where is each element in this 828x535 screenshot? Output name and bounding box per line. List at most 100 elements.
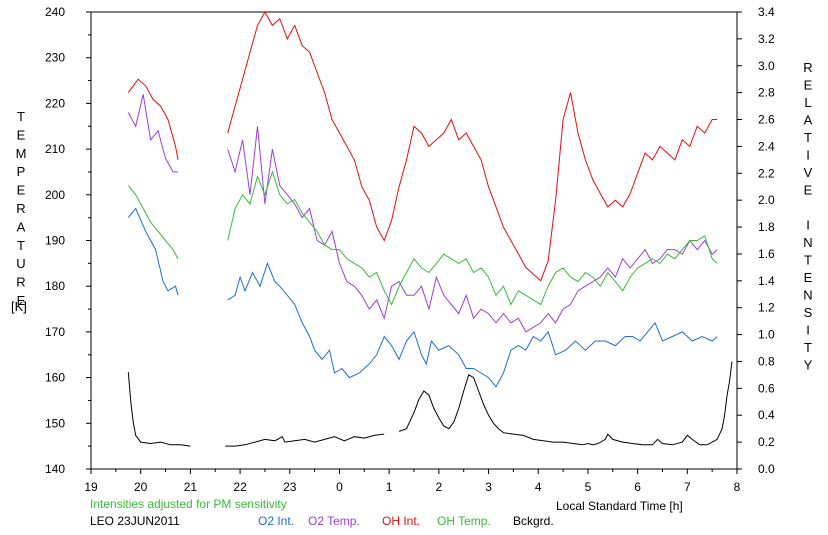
axis-label-letter: S [804,305,813,320]
y-left-tick-label: 170 [45,325,65,339]
x-axis: 19 20 21 22 23 0 1 2 3 4 5 6 7 8 [84,469,741,494]
axis-label-letter: E [804,183,813,198]
axis-label-letter: M [16,146,27,161]
series-line [227,126,718,333]
series-o2-temp [127,94,718,333]
axis-label-letter: N [803,288,812,303]
legend-entry: OH Int. [382,514,420,528]
y-right-tick-label: 0.0 [758,462,775,476]
y-axis-left: 140 150 160 170 180 190 200 210 220 230 240 [45,5,91,476]
axis-label-letter: E [804,78,813,93]
legend-entry: O2 Temp. [308,514,360,528]
series-line [127,78,179,160]
plot-border [90,11,738,470]
y-right-tick-label: 1.4 [758,274,775,288]
series-oh-temp [127,170,718,306]
axis-label-letter: I [806,218,810,233]
x-tick-label: 22 [233,480,247,494]
series-line [127,207,179,296]
legend: O2 Int. O2 Temp. OH Int. OH Temp. Bckgrd. [258,514,554,528]
axis-label-letter: E [17,183,26,198]
y-left-tick-label: 150 [45,416,65,430]
y-right-tick-label: 2.2 [758,166,775,180]
adjustment-note: Intensities adjusted for PM sensitivity [90,497,287,511]
y-right-tick-label: 0.2 [758,435,775,449]
y-right-tick-label: 2.6 [758,113,775,127]
y-right-tick-label: 2.4 [758,139,775,153]
axis-label-letter: P [17,164,26,179]
axis-label-letter: I [806,148,810,163]
y-right-tick-label: 3.4 [758,5,775,19]
series-line [225,433,385,447]
y-right-tick-label: 1.8 [758,220,775,234]
x-tick-label: 7 [684,480,691,494]
axis-label-letter: R [803,60,812,75]
legend-entry: Bckgrd. [513,514,554,528]
y-left-tick-label: 180 [45,279,65,293]
y-right-tick-label: 2.8 [758,86,775,100]
y-left-tick-label: 210 [45,142,65,156]
x-tick-label: 1 [386,480,393,494]
y-left-tick-label: 140 [45,462,65,476]
series-line [127,94,178,173]
y-left-tick-label: 200 [45,188,65,202]
series-line [127,185,179,260]
x-tick-label: 8 [734,480,741,494]
legend-entry: OH Temp. [437,514,491,528]
station-label: LEO 23JUN2011 [90,514,180,528]
x-tick-label: 4 [535,480,542,494]
legend-entry: O2 Int. [258,514,294,528]
plot-frame [90,11,738,470]
axis-label-letter: U [16,256,25,271]
axis-label-letter: R [16,201,25,216]
axis-label-letter: E [17,127,26,142]
axis-label-letter: E [17,293,26,308]
y-left-tick-label: 230 [45,51,65,65]
series-line [227,261,718,388]
y-left-tick-label: 240 [45,5,65,19]
axis-label-letter: I [806,323,810,338]
axis-label-letter: E [804,270,813,285]
axis-label-letter: V [804,165,813,180]
axis-label-letter: A [17,219,26,234]
axis-label-letter: T [17,238,25,253]
y-left-tick-label: 160 [45,371,65,385]
y-axis-right: 0.0 0.2 0.4 0.6 0.8 1.0 1.2 1.4 1.6 1.8 2.0 2.2 2.4 2… [737,5,775,476]
x-tick-label: 6 [634,480,641,494]
y-right-tick-label: 1.0 [758,328,775,342]
y-right-tick-label: 0.6 [758,381,775,395]
axis-label-letter: R [16,275,25,290]
y-left-tick-label: 190 [45,234,65,248]
axis-label-letter: T [804,130,812,145]
axis-label-letter: Y [804,358,813,373]
axis-label-letter: N [803,235,812,250]
series-line [227,170,718,306]
y-right-tick-label: 3.0 [758,59,775,73]
x-tick-label: 2 [436,480,443,494]
series-oh-int [127,10,718,282]
x-tick-label: 21 [184,480,198,494]
y-left-tick-label: 220 [45,96,65,110]
series-line [127,372,191,447]
x-tick-label: 19 [84,480,98,494]
series-o2-int [127,207,718,388]
y-right-tick-label: 0.4 [758,408,775,422]
y-right-tick-label: 2.0 [758,193,775,207]
series-line [398,361,733,446]
y-right-tick-label: 0.8 [758,354,775,368]
x-tick-label: 3 [485,480,492,494]
x-tick-label: 20 [134,480,148,494]
x-tick-label: 0 [336,480,343,494]
y-right-tick-label: 1.2 [758,301,775,315]
axis-label-letter: A [804,113,813,128]
series-line [227,10,718,282]
x-tick-label: 23 [283,480,297,494]
axis-label-letter: T [17,109,25,124]
y-axis-left-unit: [K] [11,299,27,314]
x-tick-label: 5 [585,480,592,494]
y-right-tick-label: 3.2 [758,32,775,46]
axis-label-letter: T [804,253,812,268]
